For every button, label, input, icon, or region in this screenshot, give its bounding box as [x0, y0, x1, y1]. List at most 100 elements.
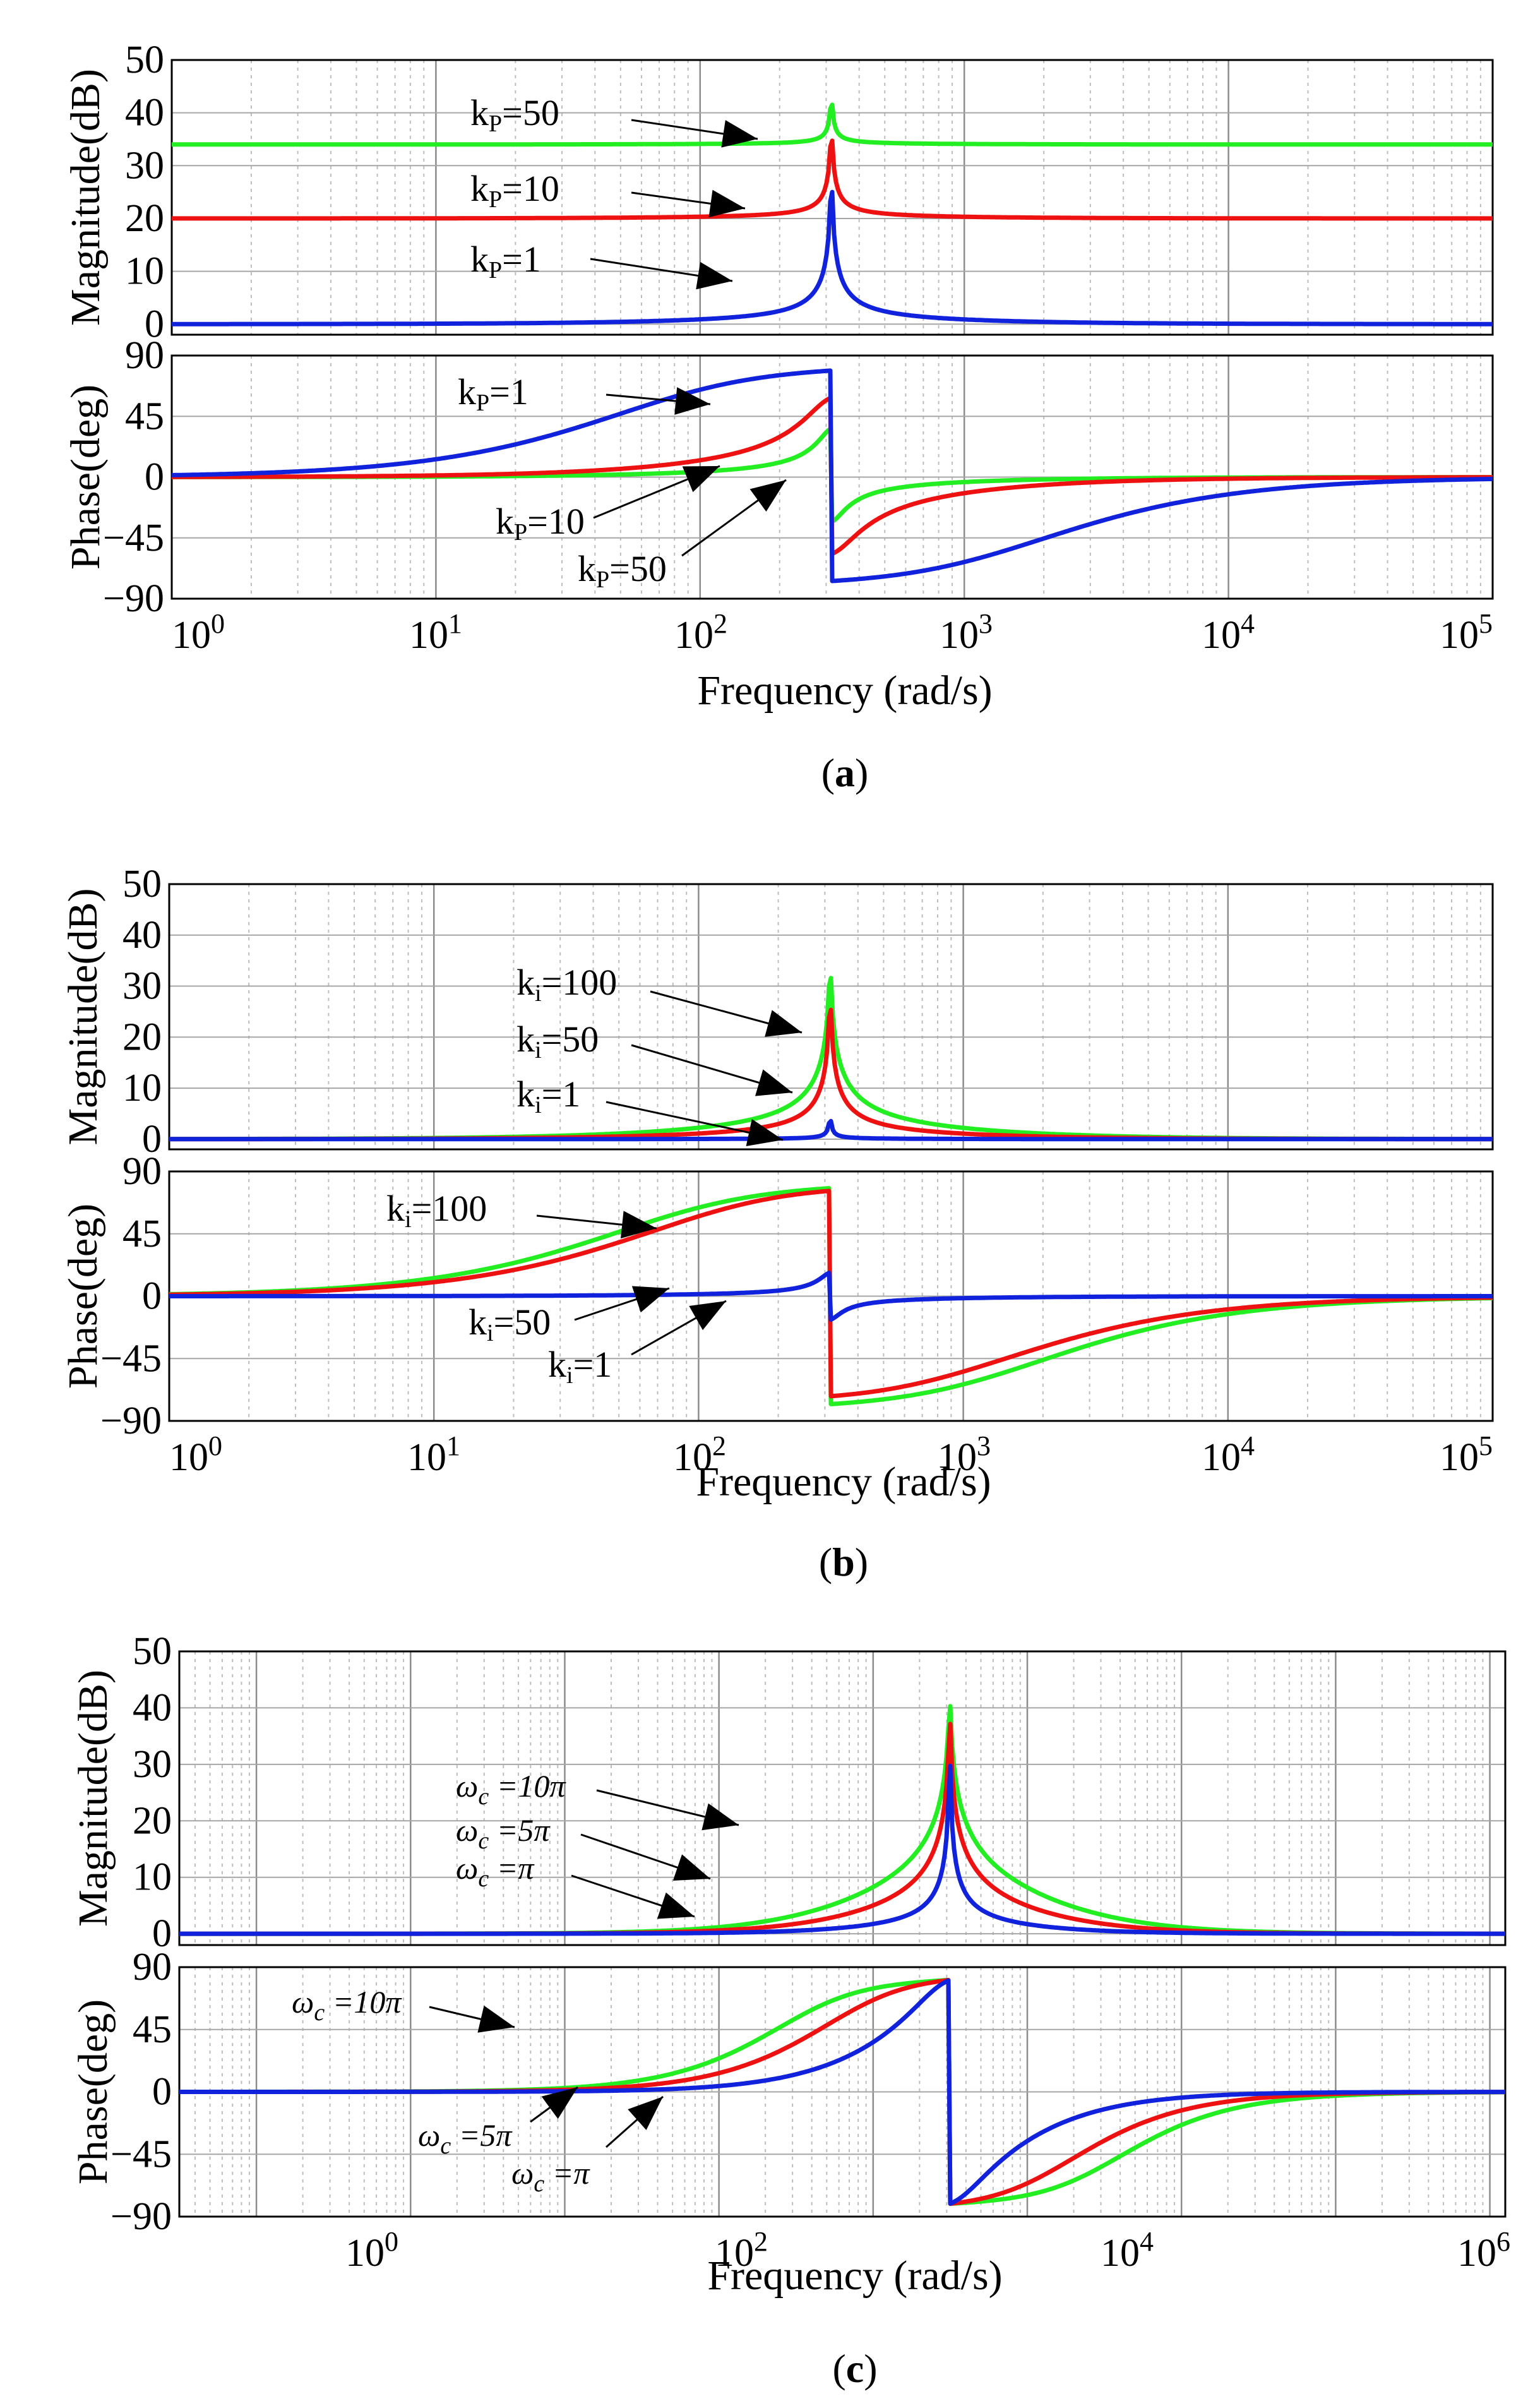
- subfigure-a: 0 10 20 30 40 50 Magnitude(dB) −90 −45 0 45 90 Phase…: [63, 39, 1494, 795]
- annotation-label: ki=1: [548, 1300, 727, 1389]
- y-tick-label: 50: [125, 39, 164, 81]
- annotation-label: ωc =10π: [456, 1768, 739, 1831]
- annotation-label: kP=10: [470, 168, 746, 218]
- series-line-a-mag-2: [171, 189, 1493, 326]
- annotation-label: kP=1: [458, 371, 711, 416]
- annotation-label: ωc =5π: [418, 2086, 578, 2159]
- y-tick-label: 40: [133, 1686, 172, 1729]
- series-line-c-phase-2: [179, 1978, 1506, 2206]
- arrow-head: [682, 466, 720, 493]
- y-tick-label: 40: [122, 914, 162, 957]
- arrow-head: [708, 189, 745, 218]
- annotation-text: ki=100: [516, 962, 617, 1007]
- series-line-a-mag-1: [171, 138, 1493, 221]
- mag-ylabel: Magnitude(dB): [60, 889, 106, 1146]
- series-line-b-mag-0: [169, 976, 1493, 1142]
- annotation-text: ωc =5π: [456, 1812, 551, 1854]
- phase-ylabel: Phase(deg): [63, 385, 109, 570]
- series-line-c-mag-0: [179, 1704, 1506, 1936]
- annotation-label: ωc =5π: [456, 1812, 711, 1881]
- subfigure-b: 0 10 20 30 40 50 Magnitude(dB) −90 −45 0 45 90 Phase…: [60, 863, 1494, 1584]
- y-tick-label: 45: [133, 2008, 172, 2051]
- annotation-text: kP=1: [458, 371, 528, 416]
- y-tick-label: 0: [145, 302, 164, 345]
- x-axis-label: Frequency (rad/s): [707, 2253, 1002, 2299]
- y-tick-label: 0: [145, 456, 164, 499]
- series-line-a-phase-2: [171, 368, 1493, 584]
- annotation-text: ωc =10π: [456, 1768, 566, 1810]
- y-tick-label: 30: [122, 965, 162, 1008]
- annotation-text: ωc =10π: [292, 1984, 402, 2026]
- x-tick-label: 101: [407, 1430, 460, 1479]
- phase-ylabel: Phase(deg): [60, 1204, 106, 1389]
- arrow-head: [749, 480, 786, 512]
- x-tick-label: 104: [1202, 1430, 1255, 1479]
- annotation-label: ki=100: [386, 1188, 657, 1239]
- annotation-text: kP=50: [470, 92, 559, 137]
- arrow-head: [674, 387, 710, 415]
- annotation-text: kP=10: [496, 501, 585, 546]
- series-line-c-mag-2: [179, 1763, 1506, 1936]
- y-tick-label: 10: [122, 1067, 162, 1110]
- annotation-label: ki=1: [516, 1074, 784, 1146]
- x-tick-label: 102: [674, 608, 727, 657]
- x-tick-label: 100: [169, 1430, 222, 1479]
- mag-grid: [179, 1651, 1505, 1945]
- y-tick-label: 45: [122, 1212, 162, 1255]
- y-tick-label: −45: [103, 517, 164, 560]
- y-tick-label: 20: [133, 1799, 172, 1842]
- x-tick-label: 103: [938, 1430, 991, 1479]
- mag-ylabel: Magnitude(dB): [63, 69, 109, 326]
- arrow-head: [701, 1803, 739, 1831]
- annotation-label: kP=1: [470, 239, 733, 290]
- y-tick-label: 20: [122, 1015, 162, 1058]
- annotation-text: kP=50: [578, 548, 667, 593]
- y-tick-label: 90: [125, 334, 164, 377]
- annotation-label: ωc =π: [511, 2095, 664, 2197]
- arrow-head: [721, 120, 758, 148]
- annotation-label: kP=50: [578, 479, 787, 593]
- y-tick-label: 30: [133, 1743, 172, 1786]
- annotation-text: ωc =π: [511, 2155, 590, 2197]
- subfigure-caption: (c): [832, 2346, 877, 2391]
- arrow-head: [477, 2005, 515, 2033]
- subfigure-caption: (a): [821, 750, 869, 795]
- mag-axes-frame: [168, 883, 1494, 1151]
- y-tick-label: 0: [142, 1118, 162, 1161]
- y-tick-label: 10: [125, 250, 164, 293]
- annotation-text: ωc =5π: [418, 2117, 513, 2159]
- y-tick-label: 40: [125, 92, 164, 135]
- series-line-a-mag-0: [171, 102, 1493, 147]
- arrow-head: [628, 2097, 663, 2130]
- y-tick-label: −45: [110, 2133, 172, 2176]
- annotation-text: ki=100: [386, 1188, 487, 1233]
- y-tick-label: 90: [133, 1946, 172, 1989]
- series-line-b-phase-1: [169, 1189, 1493, 1399]
- annotation-label: ki=50: [516, 1019, 793, 1096]
- y-tick-label: 0: [152, 2071, 172, 2114]
- y-tick-label: 20: [125, 197, 164, 240]
- x-tick-label: 105: [1440, 1430, 1493, 1479]
- x-tick-label: 104: [1101, 2226, 1154, 2275]
- series-line-b-mag-2: [169, 1118, 1493, 1142]
- x-tick-label: 100: [345, 2226, 398, 2275]
- y-tick-label: 0: [142, 1275, 162, 1318]
- mag-grid: [169, 884, 1493, 1149]
- y-tick-label: 10: [133, 1856, 172, 1899]
- annotation-text: ki=50: [469, 1302, 551, 1346]
- x-tick-label: 101: [409, 608, 462, 657]
- y-tick-label: −45: [100, 1337, 162, 1380]
- phase-ylabel: Phase(deg): [70, 1999, 116, 2184]
- annotation-text: kP=10: [470, 168, 559, 213]
- annotation-label: ki=100: [516, 962, 803, 1037]
- y-tick-label: 30: [125, 144, 164, 187]
- mag-ylabel: Magnitude(dB): [70, 1670, 116, 1927]
- x-tick-label: 102: [715, 2226, 768, 2275]
- y-tick-label: 90: [122, 1150, 162, 1193]
- annotation-text: ωc =π: [456, 1850, 535, 1892]
- subfigure-c: 0 10 20 30 40 50 Magnitude(dB) −90 −45 0 45 90 Phase…: [70, 1630, 1510, 2391]
- arrow-head: [541, 2087, 578, 2119]
- annotation-label: ωc =10π: [292, 1984, 515, 2033]
- y-tick-label: 0: [152, 1912, 172, 1955]
